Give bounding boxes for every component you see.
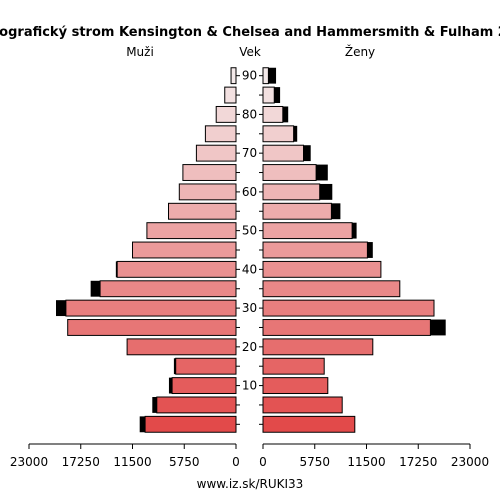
female-excess-60-64 bbox=[319, 183, 333, 200]
female-bar-90plus bbox=[262, 67, 269, 85]
female-bar-50-54 bbox=[262, 222, 353, 240]
male-bar-20-24 bbox=[126, 338, 237, 356]
female-excess-45-49 bbox=[367, 242, 373, 258]
male-excess-30-34 bbox=[56, 300, 66, 317]
male-bar-45-49 bbox=[132, 241, 237, 259]
male-bar-85-89 bbox=[224, 86, 237, 104]
male-excess-0-4 bbox=[139, 416, 146, 433]
right-axis-label: Ženy bbox=[345, 44, 375, 59]
female-bar-25-29 bbox=[262, 319, 431, 336]
male-bar-15-19 bbox=[175, 357, 237, 375]
female-bar-80-84 bbox=[262, 105, 284, 123]
female-bar-0-4 bbox=[262, 415, 356, 433]
female-bar-65-69 bbox=[262, 164, 317, 181]
x-tick-label-left: 23000 bbox=[10, 455, 48, 469]
x-tick-label-left: 5750 bbox=[169, 455, 200, 469]
male-bar-70-74 bbox=[195, 144, 237, 162]
male-bar-30-34 bbox=[65, 299, 237, 317]
male-excess-5-9 bbox=[152, 397, 157, 413]
left-axis-label: Muži bbox=[126, 45, 154, 59]
male-excess-15-19 bbox=[173, 358, 176, 375]
age-tick-label-40: 40 bbox=[242, 262, 257, 276]
female-excess-25-29 bbox=[430, 319, 446, 336]
male-bar-80-84 bbox=[215, 105, 237, 123]
female-bar-55-59 bbox=[262, 202, 332, 220]
x-tick-label-left: 0 bbox=[232, 455, 240, 469]
age-tick-label-50: 50 bbox=[242, 224, 257, 238]
age-tick-label-90: 90 bbox=[242, 69, 257, 83]
female-excess-65-69 bbox=[316, 164, 328, 181]
female-bar-75-79 bbox=[262, 125, 295, 143]
age-tick-label-80: 80 bbox=[242, 107, 257, 121]
male-bar-35-39 bbox=[99, 280, 237, 298]
x-tick-label-right: 23000 bbox=[451, 455, 489, 469]
female-excess-70-74 bbox=[303, 145, 311, 162]
female-bar-35-39 bbox=[262, 280, 401, 298]
female-bar-60-64 bbox=[262, 183, 321, 201]
female-bar-5-9 bbox=[262, 396, 343, 414]
chart-title: Demografický strom Kensington & Chelsea … bbox=[0, 25, 500, 40]
female-bar-10-14 bbox=[262, 377, 329, 395]
age-tick-label-10: 10 bbox=[242, 379, 257, 393]
female-excess-80-84 bbox=[282, 106, 289, 123]
female-excess-85-89 bbox=[274, 87, 281, 103]
x-tick-label-right: 11500 bbox=[347, 455, 385, 469]
male-excess-10-14 bbox=[168, 377, 173, 394]
source-footer: www.iz.sk/RUKI33 bbox=[197, 477, 304, 491]
male-bar-75-79 bbox=[204, 125, 237, 143]
x-tick-label-right: 0 bbox=[259, 455, 267, 469]
female-bar-20-24 bbox=[262, 338, 374, 356]
female-bar-40-44 bbox=[262, 260, 382, 278]
age-tick-label-70: 70 bbox=[242, 146, 257, 160]
female-excess-75-79 bbox=[293, 125, 298, 142]
male-bar-55-59 bbox=[168, 202, 237, 220]
female-bar-45-49 bbox=[262, 241, 368, 259]
male-bar-0-4 bbox=[144, 415, 237, 433]
center-axis-label: Vek bbox=[239, 45, 261, 59]
female-bar-85-89 bbox=[262, 86, 275, 104]
x-tick-label-right: 17250 bbox=[399, 455, 437, 469]
male-bar-65-69 bbox=[182, 164, 237, 181]
female-excess-55-59 bbox=[331, 203, 341, 220]
male-bar-60-64 bbox=[178, 183, 237, 201]
age-tick-label-60: 60 bbox=[242, 185, 257, 199]
female-bar-30-34 bbox=[262, 299, 435, 317]
male-bar-10-14 bbox=[171, 377, 237, 395]
male-bar-25-29 bbox=[67, 319, 237, 336]
female-excess-90plus bbox=[268, 67, 277, 84]
x-tick-label-left: 17250 bbox=[62, 455, 100, 469]
female-bar-70-74 bbox=[262, 144, 304, 162]
male-bar-5-9 bbox=[156, 396, 237, 414]
female-excess-50-54 bbox=[352, 222, 357, 239]
male-bar-90plus bbox=[230, 67, 237, 85]
age-tick-label-20: 20 bbox=[242, 340, 257, 354]
x-tick-label-left: 11500 bbox=[113, 455, 151, 469]
female-bar-15-19 bbox=[262, 357, 325, 375]
age-tick-label-30: 30 bbox=[242, 301, 257, 315]
x-tick-label-right: 5750 bbox=[299, 455, 330, 469]
male-excess-40-44 bbox=[115, 261, 118, 278]
male-bar-40-44 bbox=[116, 260, 237, 278]
plot-area: 10 20 30 40 50 60 70 80 90 0 0 5750 5750 11500 11500 17… bbox=[10, 67, 489, 469]
male-bar-50-54 bbox=[146, 222, 237, 240]
male-excess-35-39 bbox=[90, 280, 101, 297]
